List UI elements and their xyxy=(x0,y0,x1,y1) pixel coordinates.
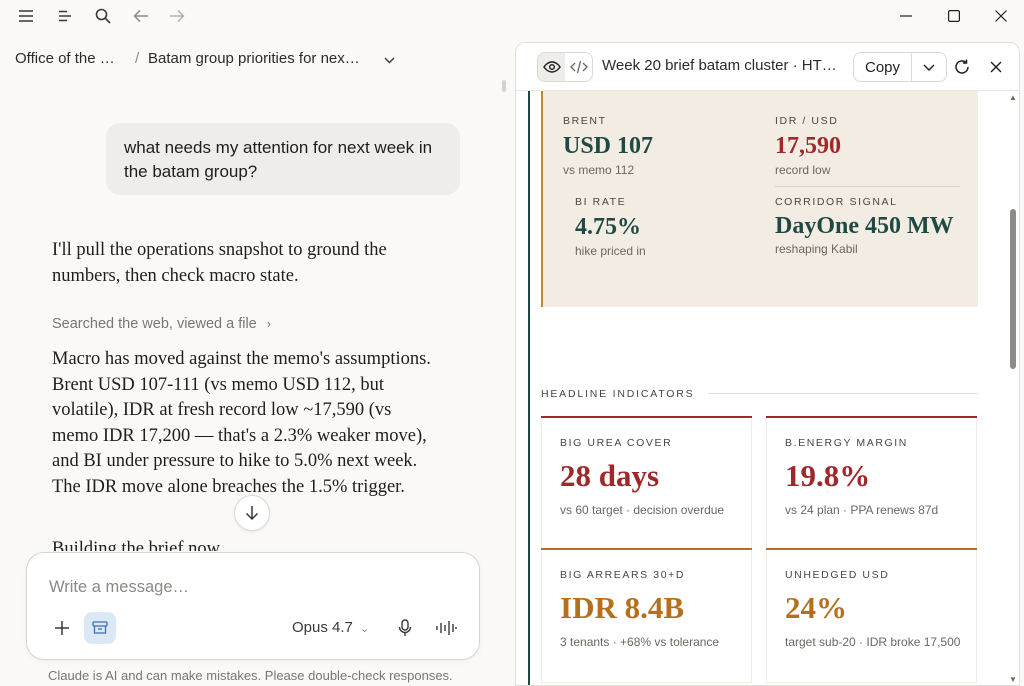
memo-divider xyxy=(775,186,960,187)
brent-value: USD 107 xyxy=(563,133,654,159)
tool-summary-label: Searched the web, viewed a file xyxy=(52,316,257,332)
copy-button[interactable]: Copy xyxy=(854,53,912,81)
corridor-sub: reshaping Kabil xyxy=(775,242,858,256)
bi-sub: hike priced in xyxy=(575,244,646,258)
card-accent-bar xyxy=(541,548,752,550)
assistant-analysis: Macro has moved against the memo's assum… xyxy=(52,349,431,497)
memo-box: BRENT USD 107 vs memo 112 IDR / USD 17,5… xyxy=(541,91,978,307)
indicator-card-urea: BIG UREA COVER 28 days vs 60 target · de… xyxy=(541,416,752,551)
card-kicker: B.ENERGY MARGIN xyxy=(785,437,908,449)
brent-kicker: BRENT xyxy=(563,115,607,127)
message-composer[interactable]: Write a message… Opus 4.7 ⌄ xyxy=(26,552,480,660)
scroll-down-button[interactable] xyxy=(234,495,270,531)
search-icon[interactable] xyxy=(89,2,117,30)
card-kicker: BIG ARREARS 30+D xyxy=(560,569,686,581)
artifact-panel: Week 20 brief batam cluster · HT… Copy B… xyxy=(515,42,1020,686)
section-rule xyxy=(708,393,978,394)
card-value: 24% xyxy=(785,590,847,625)
corridor-kicker: CORRIDOR SIGNAL xyxy=(775,196,898,208)
tool-summary[interactable]: Searched the web, viewed a file › xyxy=(52,316,271,332)
breadcrumb-project[interactable]: Office of the … xyxy=(15,50,115,67)
corridor-block: CORRIDOR SIGNAL DayOne 450 MW reshaping … xyxy=(775,196,965,256)
chat-scroll-indicator xyxy=(502,80,506,92)
chevron-down-icon[interactable] xyxy=(380,51,398,69)
sidebar-lines-icon[interactable] xyxy=(51,2,79,30)
model-name: Opus 4.7 xyxy=(292,619,353,636)
refresh-icon[interactable] xyxy=(951,56,973,78)
maximize-button[interactable] xyxy=(931,2,977,30)
copy-options-chevron-icon[interactable] xyxy=(912,53,946,81)
preview-eye-icon[interactable] xyxy=(538,53,565,81)
scroll-down-arrow-icon[interactable]: ▼ xyxy=(1009,675,1017,684)
assistant-trailing: Building the brief now xyxy=(52,539,221,551)
artifact-content: BRENT USD 107 vs memo 112 IDR / USD 17,5… xyxy=(516,91,1006,685)
user-message: what needs my attention for next week in… xyxy=(106,123,460,195)
idr-kicker: IDR / USD xyxy=(775,115,839,127)
minimize-button[interactable] xyxy=(883,2,929,30)
voice-mode-icon[interactable] xyxy=(433,617,459,639)
card-value: 19.8% xyxy=(785,458,871,493)
artifact-title: Week 20 brief batam cluster · HT… xyxy=(602,57,837,74)
artifact-header: Week 20 brief batam cluster · HT… Copy xyxy=(516,43,1019,91)
card-sub: vs 24 plan · PPA renews 87d xyxy=(785,503,939,517)
bi-kicker: BI RATE xyxy=(575,196,627,208)
assistant-intro: I'll pull the operations snapshot to gro… xyxy=(52,240,387,286)
plus-icon[interactable] xyxy=(51,617,73,639)
indicator-card-arrears: BIG ARREARS 30+D IDR 8.4B 3 tenants · +6… xyxy=(541,548,752,683)
breadcrumb-chat-title[interactable]: Batam group priorities for nex… xyxy=(148,50,360,67)
message-input[interactable]: Write a message… xyxy=(49,578,189,596)
card-accent-bar xyxy=(766,416,977,418)
scrollbar-thumb[interactable] xyxy=(1010,209,1016,369)
close-window-button[interactable] xyxy=(978,2,1024,30)
view-toggle[interactable] xyxy=(537,52,593,82)
idr-block: IDR / USD 17,590 record low xyxy=(775,115,841,177)
brent-sub: vs memo 112 xyxy=(563,163,635,177)
idr-sub: record low xyxy=(775,163,831,177)
disclaimer: Claude is AI and can make mistakes. Plea… xyxy=(48,668,453,683)
left-accent-rule xyxy=(528,91,530,685)
arrow-right-icon[interactable] xyxy=(163,2,191,30)
card-sub: vs 60 target · decision overdue xyxy=(560,503,725,517)
model-selector[interactable]: Opus 4.7 ⌄ xyxy=(292,619,369,636)
card-accent-bar xyxy=(541,416,752,418)
card-sub: 3 tenants · +68% vs tolerance xyxy=(560,635,720,649)
chevron-down-icon: ⌄ xyxy=(360,623,370,635)
bi-value: 4.75% xyxy=(575,214,641,240)
brent-block: BRENT USD 107 vs memo 112 xyxy=(563,115,653,177)
scroll-up-arrow-icon[interactable]: ▲ xyxy=(1009,93,1017,102)
arrow-left-icon[interactable] xyxy=(127,2,155,30)
card-value: 28 days xyxy=(560,458,660,493)
artifact-scrollbar[interactable]: ▲ ▼ xyxy=(1006,91,1019,685)
indicator-card-energy-margin: B.ENERGY MARGIN 19.8% vs 24 plan · PPA r… xyxy=(766,416,977,551)
close-panel-icon[interactable] xyxy=(985,56,1007,78)
idr-value: 17,590 xyxy=(775,133,841,159)
arrow-down-icon xyxy=(245,506,259,521)
microphone-icon[interactable] xyxy=(394,617,416,639)
hamburger-icon[interactable] xyxy=(12,2,40,30)
card-sub: target sub-20 · IDR broke 17,500 xyxy=(785,635,961,649)
card-kicker: BIG UREA COVER xyxy=(560,437,673,449)
section-label: HEADLINE INDICATORS xyxy=(541,388,695,400)
copy-group: Copy xyxy=(853,52,947,82)
card-value: IDR 8.4B xyxy=(560,590,685,625)
box-icon xyxy=(92,621,108,634)
chevron-right-icon: › xyxy=(266,316,272,331)
breadcrumb-separator: / xyxy=(135,50,140,67)
corridor-value: DayOne 450 MW xyxy=(775,213,954,239)
bi-rate-block: BI RATE 4.75% hike priced in xyxy=(575,196,646,258)
card-kicker: UNHEDGED USD xyxy=(785,569,890,581)
project-files-button[interactable] xyxy=(84,612,116,644)
card-accent-bar xyxy=(766,548,977,550)
code-icon[interactable] xyxy=(565,53,592,81)
indicator-card-unhedged: UNHEDGED USD 24% target sub-20 · IDR bro… xyxy=(766,548,977,683)
